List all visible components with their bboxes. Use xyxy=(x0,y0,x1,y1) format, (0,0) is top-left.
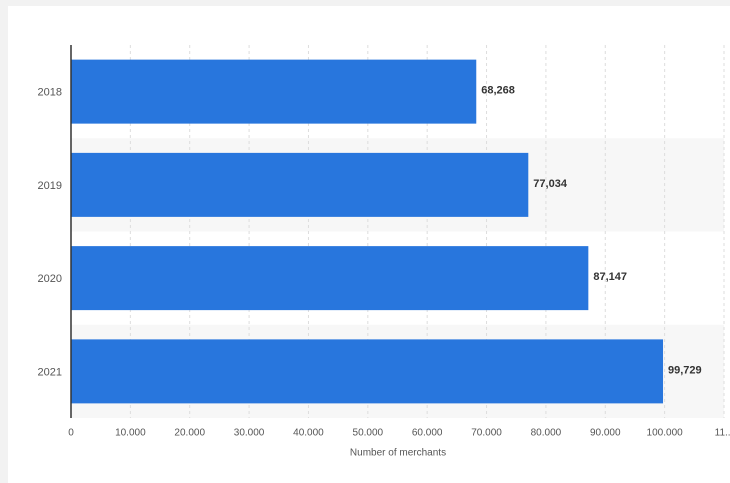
bar xyxy=(71,246,589,311)
x-tick-label: 60.000 xyxy=(412,428,443,439)
x-tick-label: 70.000 xyxy=(471,428,502,439)
x-tick-label: 11... xyxy=(715,428,730,439)
data-label: 77,034 xyxy=(533,178,568,190)
x-tick-label: 90.000 xyxy=(590,428,621,439)
y-tick-label: 2019 xyxy=(38,180,62,192)
x-tick-label: 80.000 xyxy=(531,428,562,439)
x-tick-label: 50.000 xyxy=(353,428,384,439)
x-tick-label: 20.000 xyxy=(174,428,205,439)
x-tick-label: 40.000 xyxy=(293,428,324,439)
x-tick-label: 0 xyxy=(68,428,74,439)
x-tick-label: 10.000 xyxy=(115,428,146,439)
bar xyxy=(71,339,664,404)
data-label: 99,729 xyxy=(668,364,702,376)
bar xyxy=(71,59,477,124)
bar xyxy=(71,152,529,217)
y-tick-label: 2018 xyxy=(38,87,62,99)
x-tick-label: 100.000 xyxy=(647,428,684,439)
data-label: 87,147 xyxy=(593,271,627,283)
x-tick-label: 30.000 xyxy=(234,428,265,439)
data-label: 68,268 xyxy=(481,85,515,97)
y-tick-label: 2020 xyxy=(38,273,62,285)
x-axis-label: Number of merchants xyxy=(350,448,446,459)
y-tick-label: 2021 xyxy=(38,366,62,378)
